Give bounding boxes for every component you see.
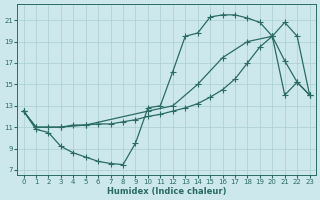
X-axis label: Humidex (Indice chaleur): Humidex (Indice chaleur) xyxy=(107,187,226,196)
